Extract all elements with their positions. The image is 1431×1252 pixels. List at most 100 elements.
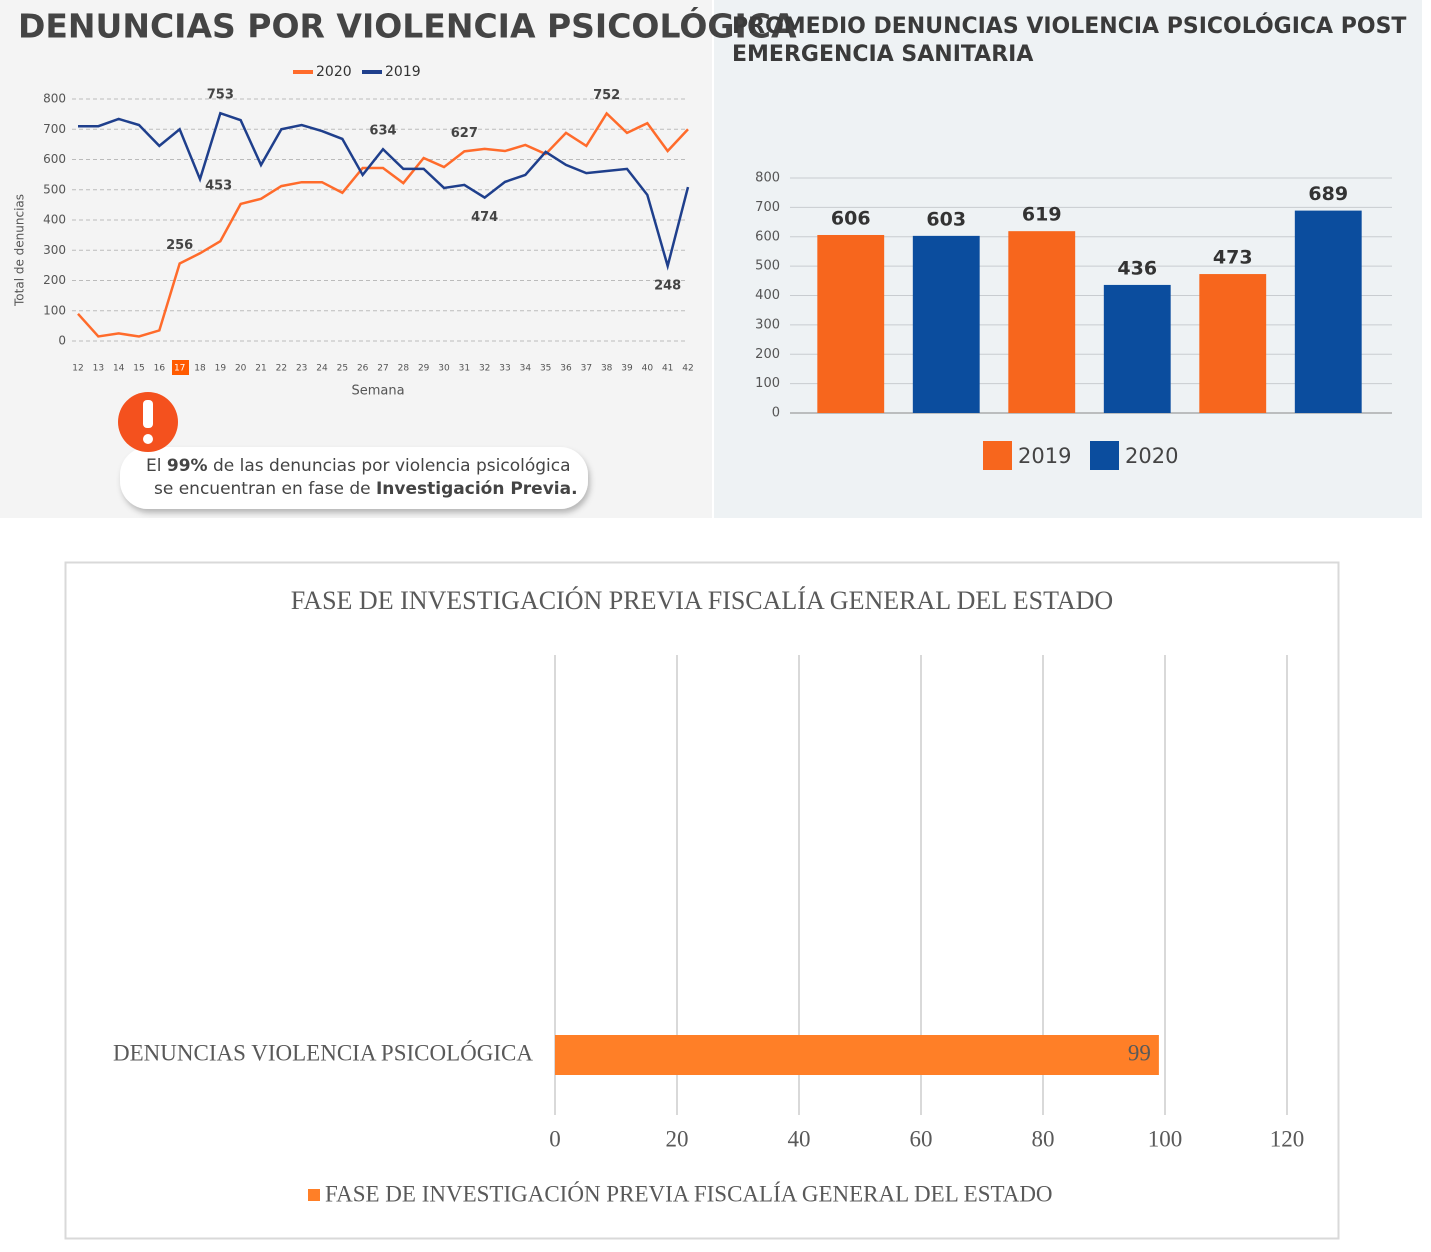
highlight-week	[172, 360, 189, 375]
x-tick-label: 16	[154, 364, 166, 374]
legend-swatch	[983, 441, 1012, 470]
x-tick-label: 0	[549, 1126, 561, 1151]
x-tick-label: 40	[642, 364, 654, 374]
y-tick-label: 700	[43, 122, 66, 136]
x-tick-label: 28	[398, 364, 410, 374]
x-tick-label: 14	[113, 364, 125, 374]
x-tick-label: 33	[499, 364, 510, 374]
x-tick-label: 31	[459, 364, 470, 374]
callout-box	[120, 447, 588, 509]
bar	[912, 235, 980, 413]
x-tick-label: 30	[438, 364, 450, 374]
bar	[1294, 210, 1362, 413]
y-tick-label: 200	[43, 273, 66, 287]
callout-text: Investigación Previa.	[376, 479, 578, 499]
x-tick-label: 100	[1148, 1126, 1183, 1151]
y-tick-label: 100	[43, 303, 66, 317]
chart-title: PROMEDIO DENUNCIAS VIOLENCIA PSICOLÓGICA…	[732, 13, 1406, 39]
y-tick-label: 600	[755, 229, 780, 244]
data-label: 248	[654, 278, 681, 293]
x-tick-label: 19	[215, 364, 227, 374]
legend-label: 2019	[385, 64, 421, 80]
x-tick-label: 40	[788, 1126, 811, 1151]
y-tick-label: 300	[43, 243, 66, 257]
legend-swatch	[1090, 441, 1119, 470]
data-label: 436	[1117, 257, 1157, 279]
line	[78, 111, 690, 271]
y-tick-label: 100	[755, 376, 780, 391]
legend-label: 2020	[1125, 444, 1178, 468]
x-tick-label: 38	[601, 364, 613, 374]
y-tick-label: 400	[43, 213, 66, 227]
callout-text: de las denuncias por violencia psicológi…	[208, 456, 571, 476]
data-label: 473	[1213, 247, 1253, 269]
y-tick-label: 600	[43, 152, 66, 166]
data-label: 627	[451, 126, 478, 141]
line	[77, 111, 689, 338]
y-tick-label: 700	[755, 200, 780, 215]
y-tick-label: DENUNCIAS VIOLENCIA PSICOLÓGICA	[113, 1039, 533, 1065]
legend-label: FASE DE INVESTIGACIÓN PREVIA FISCALÍA GE…	[325, 1180, 1053, 1206]
x-tick-label: 34	[520, 364, 532, 374]
data-label: 606	[831, 207, 871, 229]
alert-icon-dot	[143, 434, 153, 444]
x-tick-label: 17	[174, 364, 185, 374]
data-label: 619	[1022, 204, 1062, 226]
y-tick-label: 0	[58, 334, 66, 348]
legend-label: 2019	[1018, 444, 1071, 468]
y-tick-label: 800	[755, 171, 780, 186]
callout-text: El	[146, 456, 167, 476]
x-tick-label: 13	[93, 364, 104, 374]
x-tick-label: 25	[337, 364, 348, 374]
bar	[1103, 284, 1171, 413]
bar	[1008, 231, 1076, 413]
x-tick-label: 60	[910, 1126, 933, 1151]
x-tick-label: 120	[1270, 1126, 1305, 1151]
bar	[1199, 274, 1267, 413]
data-label: 603	[926, 208, 966, 230]
x-tick-label: 23	[296, 364, 307, 374]
callout-text: 99%	[167, 456, 208, 476]
panel-1	[0, 0, 712, 518]
bar	[555, 1035, 1159, 1075]
y-axis-label: Total de denuncias	[13, 194, 27, 307]
data-label: 689	[1308, 183, 1348, 205]
bar	[817, 234, 885, 413]
x-tick-label: 20	[666, 1126, 689, 1151]
x-tick-label: 39	[621, 364, 633, 374]
data-label: 474	[471, 210, 498, 225]
panel-3	[64, 561, 1340, 1240]
legend-swatch	[308, 1189, 320, 1201]
x-tick-label: 22	[276, 364, 287, 374]
data-label: 99	[1128, 1040, 1151, 1065]
y-tick-label: 0	[772, 406, 780, 421]
x-tick-label: 35	[540, 364, 551, 374]
callout-text: se encuentran en fase de	[154, 479, 376, 499]
data-label: 634	[369, 124, 396, 139]
x-tick-label: 20	[235, 364, 247, 374]
data-label: 453	[205, 178, 232, 193]
data-label: 752	[593, 88, 620, 103]
x-tick-label: 37	[581, 364, 592, 374]
y-tick-label: 800	[43, 92, 66, 106]
x-tick-label: 26	[357, 364, 369, 374]
data-label: 753	[207, 88, 234, 103]
legend-label: 2020	[316, 64, 352, 80]
x-tick-label: 15	[133, 364, 144, 374]
x-tick-label: 41	[662, 364, 673, 374]
x-tick-label: 29	[418, 364, 430, 374]
data-label: 256	[166, 238, 193, 253]
y-tick-label: 400	[755, 288, 780, 303]
x-axis-label: Semana	[351, 384, 404, 399]
x-tick-label: 36	[560, 364, 572, 374]
x-tick-label: 42	[682, 364, 693, 374]
x-tick-label: 21	[255, 364, 266, 374]
y-tick-label: 500	[755, 259, 780, 274]
x-tick-label: 12	[72, 364, 83, 374]
alert-icon-bar	[143, 400, 153, 428]
chart-title: EMERGENCIA SANITARIA	[732, 42, 1033, 67]
y-tick-label: 200	[755, 347, 780, 362]
y-tick-label: 500	[43, 182, 66, 196]
x-tick-label: 24	[316, 364, 328, 374]
